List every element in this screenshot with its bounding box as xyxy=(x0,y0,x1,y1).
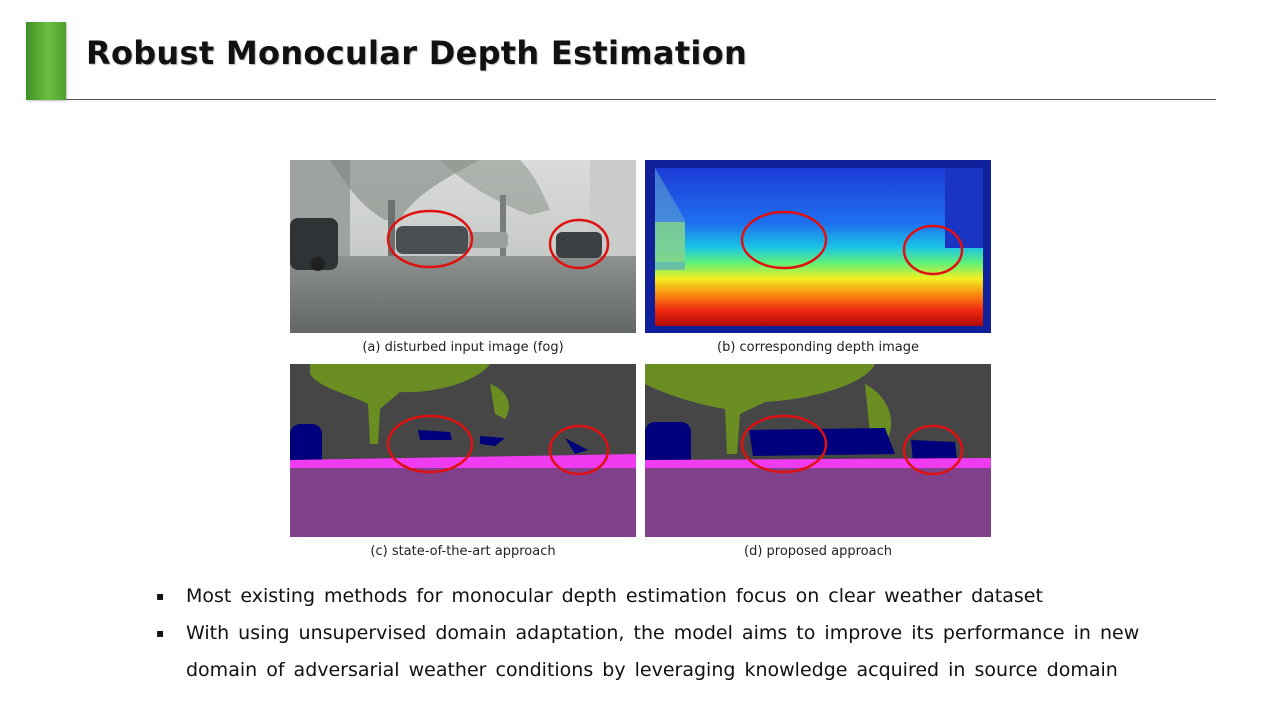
bullet-marker: ▪ xyxy=(156,589,165,603)
figure-grid: (a) disturbed input image (fog) xyxy=(290,160,992,562)
panel-foggy-input-image xyxy=(290,160,636,333)
bullet-text: With using unsupervised domain adaptatio… xyxy=(186,622,1140,681)
bullet-text: Most existing methods for monocular dept… xyxy=(186,585,1043,607)
bullet-item: ▪ Most existing methods for monocular de… xyxy=(156,578,1196,615)
panel-proposed-segmentation xyxy=(645,364,991,537)
panel-state-of-the-art-segmentation xyxy=(290,364,636,537)
caption-panel-c: (c) state-of-the-art approach xyxy=(370,544,556,559)
panel-depth-image xyxy=(645,160,991,333)
bullet-item: ▪ With using unsupervised domain adaptat… xyxy=(156,615,1196,689)
caption-panel-a: (a) disturbed input image (fog) xyxy=(362,340,564,355)
title-underline xyxy=(66,99,1216,100)
bullet-marker: ▪ xyxy=(156,626,165,640)
slide-title: Robust Monocular Depth Estimation xyxy=(86,34,748,72)
caption-panel-b: (b) corresponding depth image xyxy=(717,340,919,355)
bullet-list: ▪ Most existing methods for monocular de… xyxy=(156,578,1196,689)
caption-panel-d: (d) proposed approach xyxy=(744,544,892,559)
title-accent-bar xyxy=(26,22,66,100)
